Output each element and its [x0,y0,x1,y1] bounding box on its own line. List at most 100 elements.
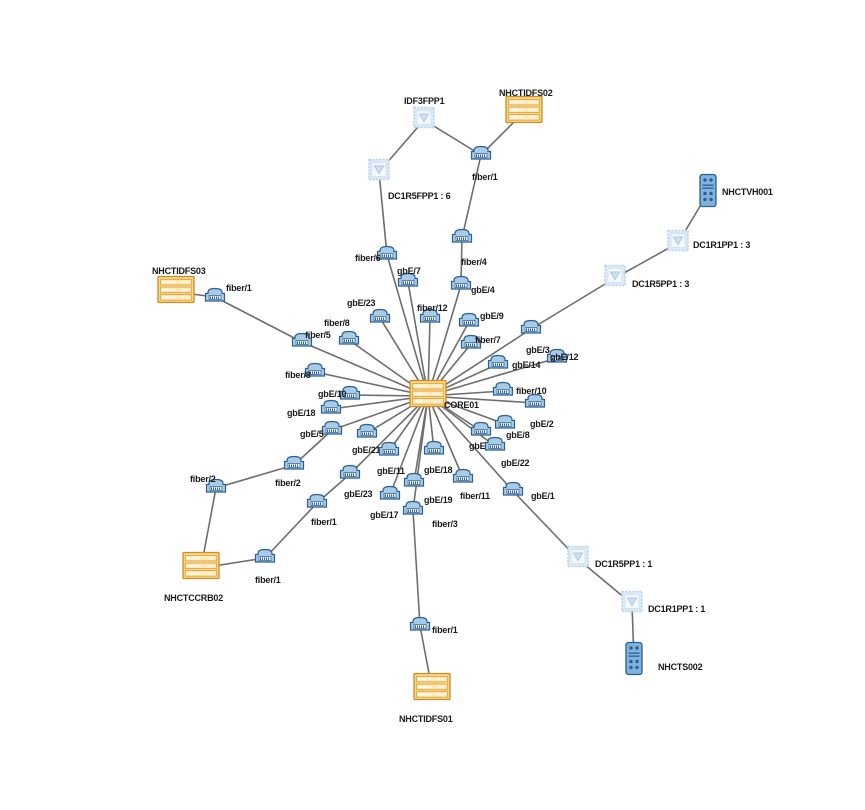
patch-panel-icon[interactable] [368,158,390,186]
network-jack-icon[interactable] [320,399,342,420]
network-jack-icon[interactable] [205,478,227,499]
network-jack-icon[interactable] [452,468,474,489]
node-label-j_fiber8_a: fiber/8 [324,318,350,328]
network-jack-icon[interactable] [291,332,313,353]
topology-edge [530,277,616,330]
node-label-j_gbe4: gbE/4 [471,285,495,295]
network-jack-icon[interactable] [409,616,431,637]
node-label-j_gbe8: gbE/8 [506,430,530,440]
node-label-dc1r5pp13: DC1R5PP1 : 3 [632,279,690,289]
node-label-j_fiber1_b: fiber/1 [226,283,252,293]
node-label-j_gbe17: gbE/17 [370,510,399,520]
node-label-j_gbe22: gbE/22 [501,458,530,468]
network-jack-icon[interactable] [460,334,482,355]
network-jack-icon[interactable] [339,464,361,485]
node-label-j_gbe11_a: gbE/11 [469,441,497,451]
node-label-j_gbe14: gbE/14 [512,360,541,370]
network-jack-icon[interactable] [494,414,516,435]
network-jack-icon[interactable] [484,436,506,457]
node-label-j_fiber6: fiber/6 [355,253,381,263]
node-label-j_gbe5: gbE/5 [300,429,324,439]
network-jack-icon[interactable] [524,393,546,414]
node-label-j_fiber4: fiber/4 [461,257,487,267]
network-jack-icon[interactable] [376,245,398,266]
network-jack-icon[interactable] [397,272,419,293]
network-jack-icon[interactable] [338,330,360,351]
node-label-j_fiber3: fiber/3 [432,519,458,529]
network-jack-icon[interactable] [403,472,425,493]
node-label-j_fiber2_b: fiber/2 [190,474,216,484]
switch-chassis-icon[interactable] [157,275,195,309]
node-label-j_gbe18_a: gbE/18 [287,408,316,418]
node-label-j_fiber11: fiber/11 [460,491,490,501]
node-label-dc1r5fpp16: DC1R5FPP1 : 6 [388,191,451,201]
network-jack-icon[interactable] [458,312,480,333]
switch-chassis-icon[interactable] [505,95,543,129]
patch-panel-icon[interactable] [621,590,643,618]
network-jack-icon[interactable] [492,381,514,402]
network-jack-icon[interactable] [304,362,326,383]
node-label-nhctccr802: NHCTCCRB02 [164,593,224,603]
node-label-j_gbe12: gbE/12 [550,352,579,362]
network-jack-icon[interactable] [470,421,492,442]
server-icon[interactable] [624,641,644,681]
node-label-j_gbe19: gbE/19 [424,495,453,505]
network-jack-icon[interactable] [204,287,226,308]
node-label-j_gbe2: gbE/2 [530,419,554,429]
node-label-nhctidfs01: NHCTIDFS01 [399,714,453,724]
network-jack-icon[interactable] [423,440,445,461]
network-jack-icon[interactable] [379,485,401,506]
node-label-j_gbe21: gbE/21 [352,445,381,455]
node-label-core01: CORE01 [444,400,479,410]
node-label-dc1r5pp11: DC1R5PP1 : 1 [595,559,653,569]
network-jack-icon[interactable] [546,348,568,369]
patch-panel-icon[interactable] [667,229,689,257]
network-jack-icon[interactable] [487,354,509,375]
node-label-j_gbe1: gbE/1 [531,491,555,501]
patch-panel-icon[interactable] [567,545,589,573]
switch-chassis-icon[interactable] [409,379,447,413]
node-label-j_gbe3: gbE/3 [526,345,550,355]
node-label-j_gbe7: gbE/7 [397,266,421,276]
node-label-j_gbe23_a: gbE/23 [347,298,376,308]
patch-panel-icon[interactable] [604,264,626,292]
node-label-j_fiber1_a: fiber/1 [472,172,498,182]
network-jack-icon[interactable] [419,308,441,329]
node-label-nhctidfs02: NHCTIDFS02 [499,88,553,98]
network-jack-icon[interactable] [450,275,472,296]
node-label-nhctidfs03: NHCTIDFS03 [152,266,206,276]
node-label-j_fiber1_c: fiber/1 [311,517,337,527]
network-jack-icon[interactable] [520,319,542,340]
network-jack-icon[interactable] [502,481,524,502]
network-jack-icon[interactable] [369,308,391,329]
network-jack-icon[interactable] [254,548,276,569]
node-label-j_fiber8_b: fiber/8 [285,370,311,380]
network-jack-icon[interactable] [321,420,343,441]
node-label-j_gbe23_b: gbE/23 [344,489,373,499]
topology-edge [412,509,421,627]
topology-edge [461,154,482,239]
network-jack-icon[interactable] [378,441,400,462]
node-label-j_fiber1_d: fiber/1 [255,575,281,585]
network-jack-icon[interactable] [451,228,473,249]
network-jack-icon[interactable] [306,493,328,514]
switch-chassis-icon[interactable] [413,672,451,706]
node-label-dc1r1pp11: DC1R1PP1 : 1 [648,604,706,614]
node-label-dc1r1pp13: DC1R1PP1 : 3 [693,240,751,250]
node-label-j_fiber7: fiber/7 [475,335,501,345]
node-label-nhctvh001: NHCTVH001 [722,187,773,197]
network-jack-icon[interactable] [402,500,424,521]
node-label-idf3fpp1: IDF3FPP1 [404,96,445,106]
network-jack-icon[interactable] [339,385,361,406]
node-label-j_gbe11_b: gbE/11 [377,466,405,476]
node-label-j_fiber5: fiber/5 [305,330,331,340]
node-label-nhcts002: NHCTS002 [658,662,703,672]
network-jack-icon[interactable] [356,423,378,444]
network-jack-icon[interactable] [283,455,305,476]
patch-panel-icon[interactable] [413,106,435,134]
server-icon[interactable] [698,173,718,213]
network-jack-icon[interactable] [470,145,492,166]
switch-chassis-icon[interactable] [182,551,220,585]
node-label-j_gbe18_b: gbE/18 [424,465,453,475]
